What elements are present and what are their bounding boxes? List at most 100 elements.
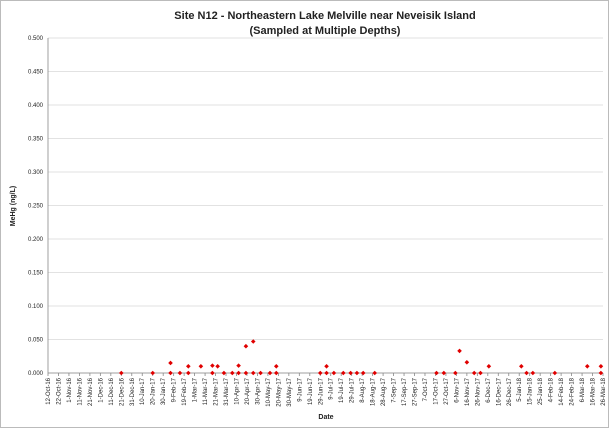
- data-point: [186, 364, 191, 369]
- x-tick-label: 17-Oct-17: [433, 377, 439, 404]
- x-tick-label: 17-Sep-17: [402, 377, 408, 406]
- data-point: [324, 364, 329, 369]
- y-tick-label: 0.150: [28, 271, 44, 277]
- x-tick-label: 20-Jan-17: [151, 377, 157, 405]
- data-point: [478, 370, 483, 376]
- data-point: [177, 370, 183, 376]
- x-tick-label: 29-Jun-17: [318, 377, 324, 405]
- data-point: [210, 370, 215, 376]
- data-point: [119, 370, 124, 376]
- x-tick-label: 9-Jul-17: [329, 377, 335, 399]
- x-tick-label: 31-Dec-16: [130, 377, 136, 406]
- x-tick-label: 26-Nov-17: [475, 377, 481, 406]
- data-point: [317, 370, 323, 376]
- chart-title: Site N12 - Northeastern Lake Melville ne…: [174, 10, 475, 22]
- x-tick-label: 26-Dec-17: [507, 377, 513, 406]
- data-point: [372, 370, 378, 376]
- data-point: [360, 370, 366, 376]
- x-tick-label: 27-Oct-17: [444, 377, 450, 404]
- x-tick-label: 6-Dec-17: [486, 377, 492, 402]
- y-tick-label: 0.300: [28, 170, 44, 176]
- data-point: [584, 364, 590, 369]
- y-tick-label: 0.000: [28, 371, 44, 377]
- x-tick-label: 21-Mar-17: [214, 377, 220, 405]
- x-tick-label: 21-Dec-16: [119, 377, 125, 406]
- data-point: [273, 370, 279, 376]
- data-point: [221, 370, 227, 376]
- x-tick-label: 10-Jan-17: [140, 377, 146, 405]
- data-point: [250, 370, 256, 376]
- x-tick-label: 16-Nov-17: [465, 377, 471, 406]
- x-tick-label: 30-Apr-17: [255, 377, 261, 404]
- data-point: [471, 370, 477, 376]
- data-point: [519, 364, 524, 369]
- data-point: [210, 363, 215, 368]
- data-point: [324, 370, 329, 376]
- x-tick-label: 30-Jan-17: [161, 377, 167, 405]
- x-tick-label: 24-Feb-18: [570, 377, 576, 405]
- x-tick-label: 14-Feb-18: [559, 377, 565, 405]
- data-point: [354, 370, 360, 376]
- x-tick-label: 9-Feb-17: [172, 377, 178, 402]
- data-point: [198, 364, 204, 369]
- x-tick-label: 6-Nov-17: [454, 377, 460, 402]
- x-tick-label: 6-Mar-18: [580, 377, 586, 402]
- data-point: [243, 343, 249, 349]
- x-tick-label: 15-Jan-18: [528, 377, 534, 405]
- data-point: [273, 364, 279, 369]
- y-axis-title: MeHg (ng/L): [10, 186, 17, 226]
- data-point: [186, 370, 191, 376]
- data-point: [486, 364, 492, 369]
- x-tick-label: 27-Sep-17: [413, 377, 419, 406]
- x-tick-label: 11-Dec-16: [109, 377, 115, 405]
- data-point: [267, 370, 273, 376]
- y-tick-label: 0.100: [28, 304, 44, 310]
- x-tick-label: 10-Apr-17: [234, 377, 240, 404]
- x-tick-label: 1-Dec-16: [98, 377, 104, 402]
- data-point: [524, 370, 529, 376]
- x-tick-label: 29-Jul-17: [350, 377, 356, 403]
- data-point: [168, 360, 173, 366]
- data-point: [258, 370, 263, 376]
- x-tick-label: 22-Oct-16: [56, 377, 62, 404]
- y-tick-label: 0.250: [28, 204, 44, 210]
- x-tick-label: 19-Jul-17: [339, 377, 345, 403]
- data-point: [598, 364, 604, 369]
- data-point: [552, 370, 558, 376]
- x-tick-label: 10-May-17: [266, 377, 272, 406]
- data-point: [168, 370, 173, 376]
- x-tick-label: 30-May-17: [287, 377, 293, 406]
- data-point: [230, 370, 235, 376]
- x-tick-label: 5-Jan-18: [517, 377, 523, 401]
- x-tick-label: 28-Aug-17: [381, 377, 387, 406]
- data-point: [434, 370, 439, 376]
- x-tick-label: 19-Jun-17: [308, 377, 314, 405]
- data-point: [331, 370, 337, 376]
- data-point: [236, 370, 241, 376]
- data-point: [348, 370, 353, 376]
- chart-subtitle: (Sampled at Multiple Depths): [250, 25, 401, 37]
- x-tick-label: 18-Aug-17: [371, 377, 377, 406]
- y-tick-label: 0.500: [28, 36, 44, 42]
- x-tick-label: 26-Mar-18: [601, 377, 607, 405]
- x-tick-label: 20-Apr-17: [245, 377, 251, 404]
- data-point: [457, 348, 462, 354]
- data-point: [243, 370, 249, 376]
- data-point: [453, 370, 458, 376]
- x-tick-label: 7-Oct-17: [423, 377, 429, 401]
- x-tick-label: 16-Mar-18: [591, 377, 597, 405]
- y-tick-label: 0.400: [28, 103, 44, 109]
- x-tick-label: 19-Feb-17: [182, 377, 188, 405]
- x-tick-label: 21-Nov-16: [88, 377, 94, 406]
- x-tick-label: 20-May-17: [276, 377, 282, 406]
- x-tick-label: 1-Nov-16: [67, 377, 73, 402]
- x-tick-label: 4-Feb-18: [549, 377, 555, 402]
- x-tick-label: 1-Mar-17: [193, 377, 199, 402]
- y-tick-label: 0.350: [28, 137, 44, 143]
- data-point: [236, 363, 241, 368]
- y-tick-label: 0.050: [28, 338, 44, 344]
- x-tick-label: 7-Sep-17: [392, 377, 398, 402]
- data-point: [150, 370, 156, 376]
